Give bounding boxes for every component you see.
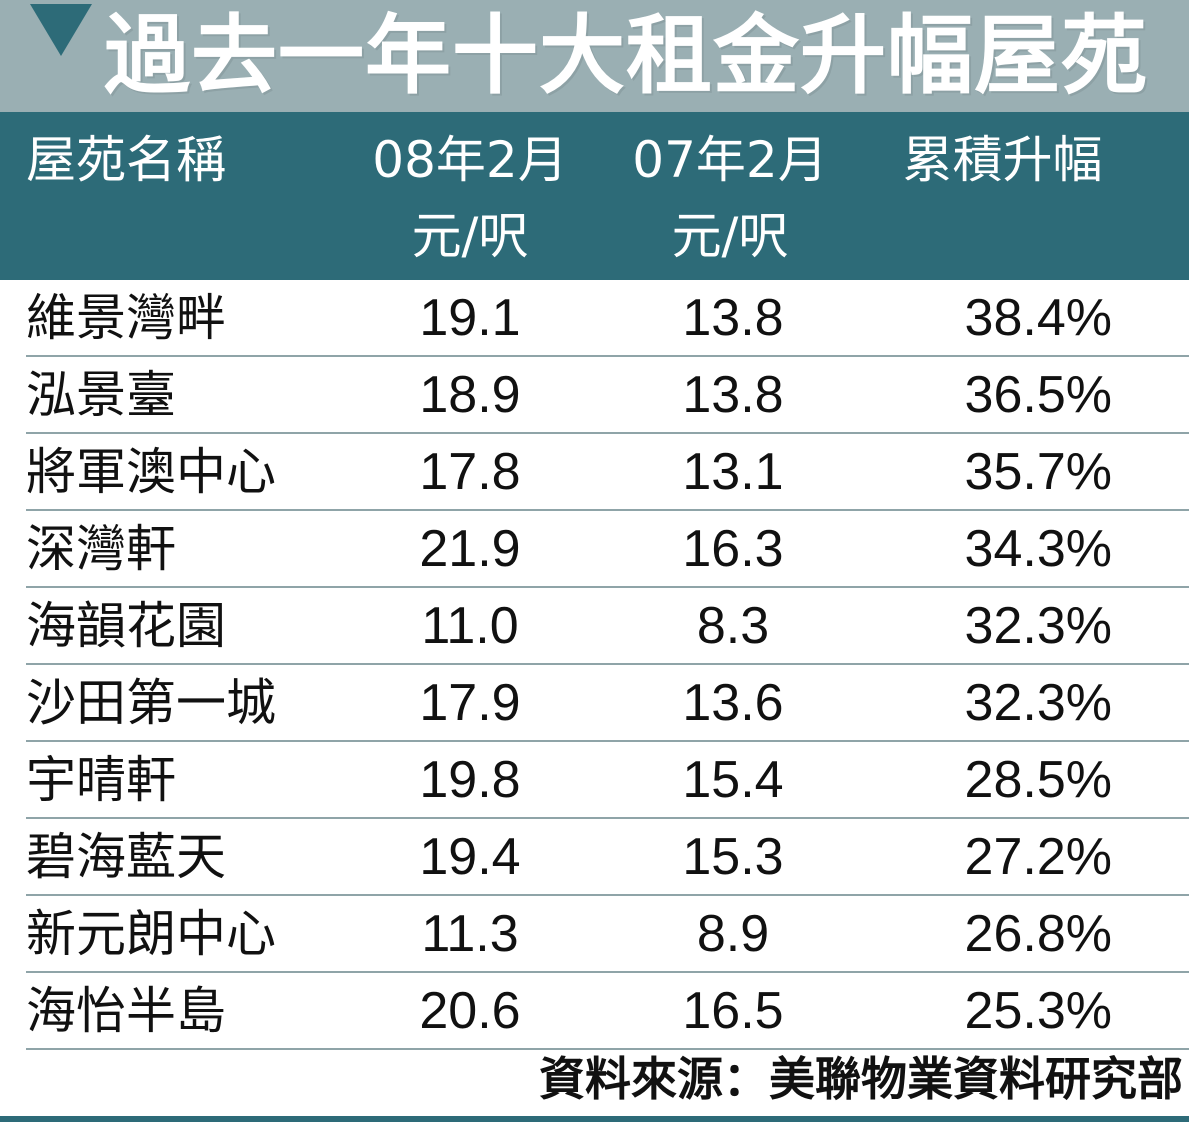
- triangle-marker-icon: [30, 4, 92, 56]
- rent-feb07-value: 16.5: [682, 982, 784, 1040]
- change-percent-value: 32.3%: [964, 674, 1112, 732]
- source-note: 資料來源：美聯物業資料研究部: [539, 1052, 1183, 1106]
- rent-feb08-value: 19.4: [419, 828, 521, 886]
- chart-title: 過去一年十大租金升幅屋苑: [104, 6, 1148, 106]
- table-row: 泓景臺 18.9 13.8 36.5%: [0, 357, 1189, 434]
- estate-name: 宇晴軒: [26, 751, 176, 809]
- rent-feb08-value: 19.8: [419, 751, 521, 809]
- row-divider: [26, 509, 1189, 511]
- estate-name: 泓景臺: [26, 366, 176, 424]
- change-percent-value: 32.3%: [964, 597, 1112, 655]
- change-percent-value: 36.5%: [964, 366, 1112, 424]
- estate-name: 沙田第一城: [26, 674, 276, 732]
- table-row: 深灣軒 21.9 16.3 34.3%: [0, 511, 1189, 588]
- table-header: 屋苑名稱 08年2月 07年2月 累積升幅 元/呎 元/呎: [0, 112, 1189, 280]
- rent-feb08-value: 19.1: [419, 289, 521, 347]
- header-estate: 屋苑名稱: [26, 131, 226, 189]
- table-row: 維景灣畔 19.1 13.8 38.4%: [0, 280, 1189, 357]
- row-divider: [26, 355, 1189, 357]
- rent-feb07-value: 13.6: [682, 674, 784, 732]
- rent-feb07-value: 13.1: [682, 443, 784, 501]
- rent-feb08-value: 11.3: [421, 905, 519, 963]
- rent-feb07-value: 8.9: [696, 905, 770, 963]
- estate-name: 新元朗中心: [26, 905, 276, 963]
- change-percent-value: 34.3%: [964, 520, 1112, 578]
- rent-feb08-value: 17.9: [419, 674, 521, 732]
- estate-name: 海怡半島: [26, 982, 226, 1040]
- bottom-rule: [0, 1116, 1189, 1122]
- estate-name: 深灣軒: [26, 520, 176, 578]
- change-percent-value: 26.8%: [964, 905, 1112, 963]
- estate-name: 將軍澳中心: [26, 443, 276, 501]
- header-change: 累積升幅: [902, 131, 1103, 189]
- estate-name: 維景灣畔: [26, 289, 226, 347]
- rent-feb07-value: 15.4: [682, 751, 784, 809]
- rent-feb08-value: 21.9: [419, 520, 521, 578]
- rent-feb07-value: 13.8: [682, 289, 784, 347]
- table-row: 宇晴軒 19.8 15.4 28.5%: [0, 742, 1189, 819]
- rent-feb08-value: 18.9: [419, 366, 521, 424]
- rent-feb07-value: 15.3: [682, 828, 784, 886]
- rent-feb07-value: 8.3: [696, 597, 770, 655]
- change-percent-value: 27.2%: [964, 828, 1112, 886]
- table-row: 新元朗中心 11.3 8.9 26.8%: [0, 896, 1189, 973]
- change-percent-value: 25.3%: [964, 982, 1112, 1040]
- header-feb08: 08年2月: [372, 131, 568, 189]
- table-row: 海怡半島 20.6 16.5 25.3%: [0, 973, 1189, 1050]
- rent-feb07-value: 16.3: [682, 520, 784, 578]
- row-divider: [26, 971, 1189, 973]
- row-divider: [26, 817, 1189, 819]
- change-percent-value: 28.5%: [964, 751, 1112, 809]
- header-feb07: 07年2月: [632, 131, 828, 189]
- row-divider: [26, 432, 1189, 434]
- rent-feb07-value: 13.8: [682, 366, 784, 424]
- row-divider: [26, 1048, 1189, 1050]
- rent-feb08-value: 11.0: [421, 597, 519, 655]
- estate-name: 海韻花園: [26, 597, 226, 655]
- header-unit-feb07: 元/呎: [671, 207, 789, 265]
- estate-name: 碧海藍天: [26, 828, 226, 886]
- title-bar: 過去一年十大租金升幅屋苑: [0, 0, 1189, 112]
- row-divider: [26, 663, 1189, 665]
- table-row: 將軍澳中心 17.8 13.1 35.7%: [0, 434, 1189, 511]
- table-row: 海韻花園 11.0 8.3 32.3%: [0, 588, 1189, 665]
- rent-feb08-value: 20.6: [419, 982, 521, 1040]
- header-unit-feb08: 元/呎: [411, 207, 529, 265]
- row-divider: [26, 740, 1189, 742]
- change-percent-value: 35.7%: [964, 443, 1112, 501]
- row-divider: [26, 586, 1189, 588]
- row-divider: [26, 894, 1189, 896]
- rent-feb08-value: 17.8: [419, 443, 521, 501]
- table-row: 碧海藍天 19.4 15.3 27.2%: [0, 819, 1189, 896]
- table-row: 沙田第一城 17.9 13.6 32.3%: [0, 665, 1189, 742]
- change-percent-value: 38.4%: [964, 289, 1112, 347]
